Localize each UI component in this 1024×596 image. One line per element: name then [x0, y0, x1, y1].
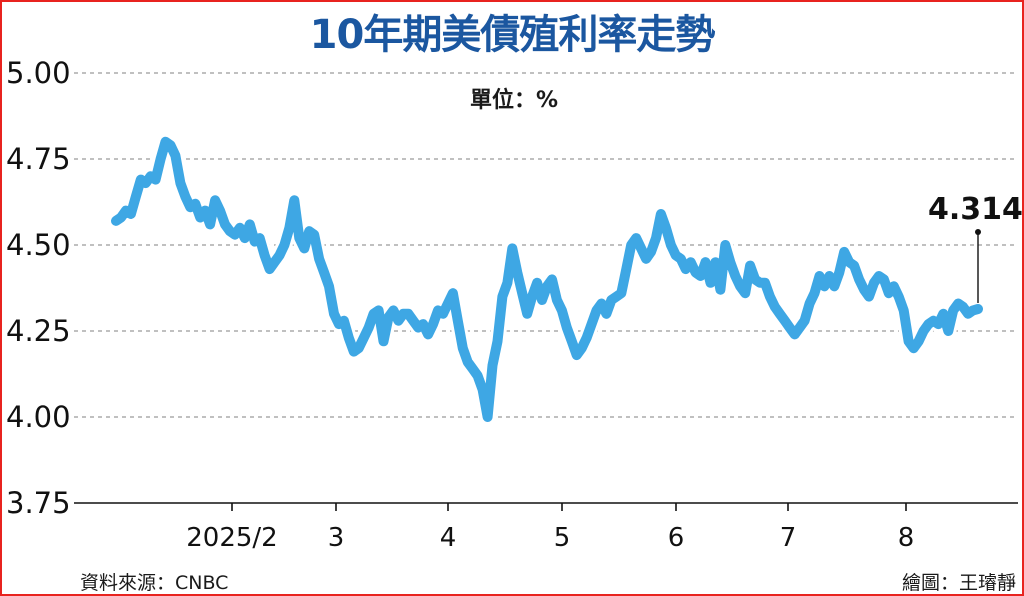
- callout-dot: [975, 229, 981, 235]
- x-tick-label: 6: [668, 523, 685, 553]
- source-note: 資料來源：CNBC: [80, 572, 229, 594]
- y-tick-label: 4.00: [6, 400, 71, 434]
- y-tick-label: 4.75: [6, 142, 71, 176]
- unit-label: 單位：%: [470, 88, 559, 113]
- chart-title: 10年期美債殖利率走勢: [309, 12, 716, 58]
- y-tick-label: 5.00: [6, 56, 71, 90]
- credit-note: 繪圖：王璿靜: [901, 572, 1016, 594]
- x-tick-label: 3: [328, 523, 345, 553]
- x-tick-label: 7: [780, 523, 797, 553]
- y-tick-label: 4.25: [6, 314, 71, 348]
- x-tick-label: 5: [554, 523, 571, 553]
- y-tick-label: 3.75: [6, 486, 71, 520]
- last-value-label: 4.314: [928, 192, 1023, 227]
- y-tick-label: 4.50: [6, 228, 71, 262]
- x-tick-label: 8: [898, 523, 915, 553]
- x-tick-label: 4: [440, 523, 457, 553]
- x-tick-label: 2025/2: [186, 523, 277, 553]
- series-line: [111, 136, 983, 422]
